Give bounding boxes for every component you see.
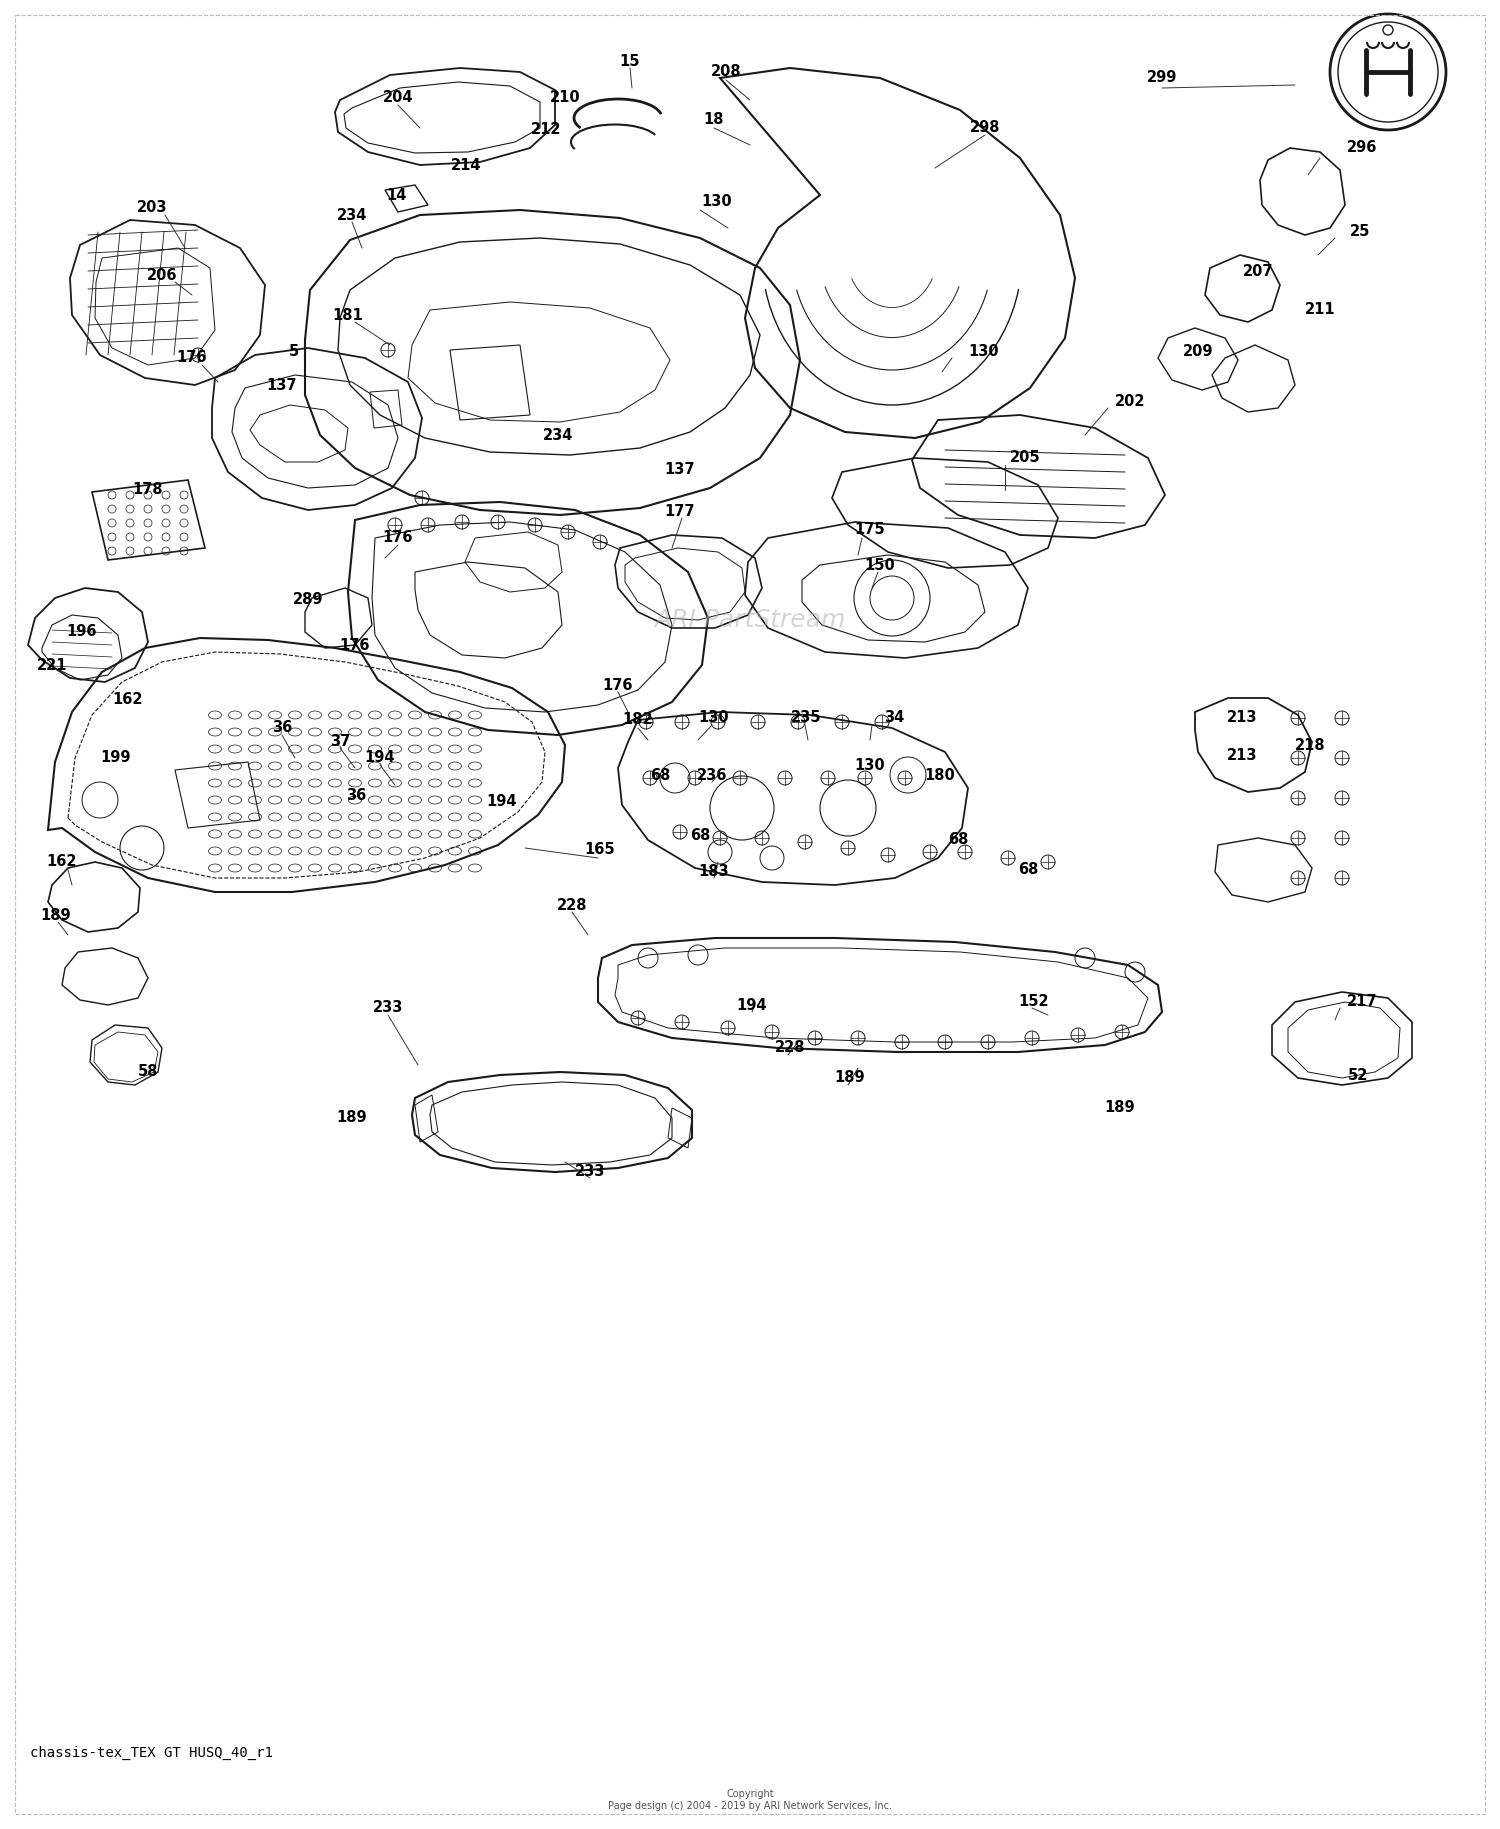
Text: 234: 234 (543, 428, 573, 443)
Text: 58: 58 (138, 1064, 159, 1079)
Text: 194: 194 (736, 997, 766, 1013)
Text: 37: 37 (330, 735, 350, 750)
Text: 130: 130 (702, 194, 732, 210)
Text: 218: 218 (1294, 737, 1326, 752)
Text: 236: 236 (698, 768, 728, 783)
Text: 25: 25 (1350, 225, 1370, 240)
Text: 205: 205 (1010, 450, 1041, 466)
Text: 68: 68 (1019, 863, 1038, 878)
Text: 194: 194 (486, 794, 518, 810)
Text: 162: 162 (46, 854, 78, 869)
Text: 176: 176 (603, 677, 633, 693)
Text: 233: 233 (574, 1165, 604, 1180)
Text: 137: 137 (267, 377, 297, 393)
Text: 213: 213 (1227, 748, 1257, 763)
Text: 217: 217 (1347, 995, 1377, 1010)
Text: 206: 206 (147, 267, 177, 282)
Text: 14: 14 (386, 188, 406, 203)
Text: ARI PartStream: ARI PartStream (654, 607, 846, 633)
Text: 175: 175 (855, 523, 885, 538)
Text: 299: 299 (1148, 71, 1178, 86)
Text: 52: 52 (1348, 1068, 1368, 1083)
Text: 208: 208 (711, 64, 741, 79)
Text: 150: 150 (864, 558, 895, 572)
Text: 181: 181 (333, 307, 363, 322)
Text: 221: 221 (36, 657, 68, 673)
Text: 5: 5 (290, 344, 298, 360)
Text: 68: 68 (690, 827, 709, 843)
Text: 36: 36 (272, 721, 292, 735)
Text: 152: 152 (1019, 995, 1050, 1010)
Text: 234: 234 (338, 207, 368, 223)
Text: chassis-tex_TEX GT HUSQ_40_r1: chassis-tex_TEX GT HUSQ_40_r1 (30, 1747, 273, 1759)
Text: 228: 228 (556, 898, 588, 913)
Text: 189: 189 (40, 907, 72, 922)
Text: 178: 178 (132, 483, 164, 497)
Text: 196: 196 (66, 624, 98, 640)
Text: 176: 176 (339, 638, 370, 653)
Text: 68: 68 (650, 768, 670, 783)
Text: 177: 177 (664, 505, 694, 519)
Text: 182: 182 (622, 713, 654, 728)
Text: 18: 18 (704, 113, 724, 128)
Text: 137: 137 (664, 463, 694, 477)
Text: 298: 298 (969, 121, 1000, 135)
Text: 212: 212 (531, 123, 561, 137)
Text: 34: 34 (884, 710, 904, 726)
Text: 15: 15 (620, 55, 640, 70)
Text: Copyright
Page design (c) 2004 - 2019 by ARI Network Services, Inc.: Copyright Page design (c) 2004 - 2019 by… (608, 1789, 892, 1811)
Text: 213: 213 (1227, 710, 1257, 726)
Text: 207: 207 (1242, 265, 1274, 280)
Text: 189: 189 (1104, 1101, 1136, 1116)
Text: 130: 130 (969, 344, 999, 360)
Text: 189: 189 (834, 1070, 866, 1085)
Text: 176: 176 (177, 351, 207, 366)
Text: 68: 68 (948, 832, 968, 847)
Text: 210: 210 (549, 90, 580, 106)
Text: 214: 214 (450, 157, 482, 172)
Text: 36: 36 (346, 788, 366, 803)
Text: 296: 296 (1347, 141, 1377, 155)
Text: 202: 202 (1114, 395, 1146, 410)
Text: 162: 162 (112, 693, 144, 708)
Text: 194: 194 (364, 750, 396, 766)
Text: 211: 211 (1305, 302, 1335, 318)
Text: 233: 233 (374, 1000, 404, 1015)
Text: 130: 130 (855, 757, 885, 772)
Text: 228: 228 (774, 1041, 806, 1055)
Text: 189: 189 (336, 1110, 368, 1125)
Text: 180: 180 (924, 768, 956, 783)
Text: 165: 165 (585, 843, 615, 858)
Text: 289: 289 (292, 593, 324, 607)
Text: 209: 209 (1182, 344, 1214, 360)
Text: 183: 183 (699, 865, 729, 880)
Text: 204: 204 (382, 90, 412, 106)
Text: 235: 235 (790, 710, 822, 726)
Text: 176: 176 (382, 530, 412, 545)
Text: 203: 203 (136, 201, 168, 216)
Text: 130: 130 (699, 710, 729, 726)
Text: 199: 199 (100, 750, 132, 766)
